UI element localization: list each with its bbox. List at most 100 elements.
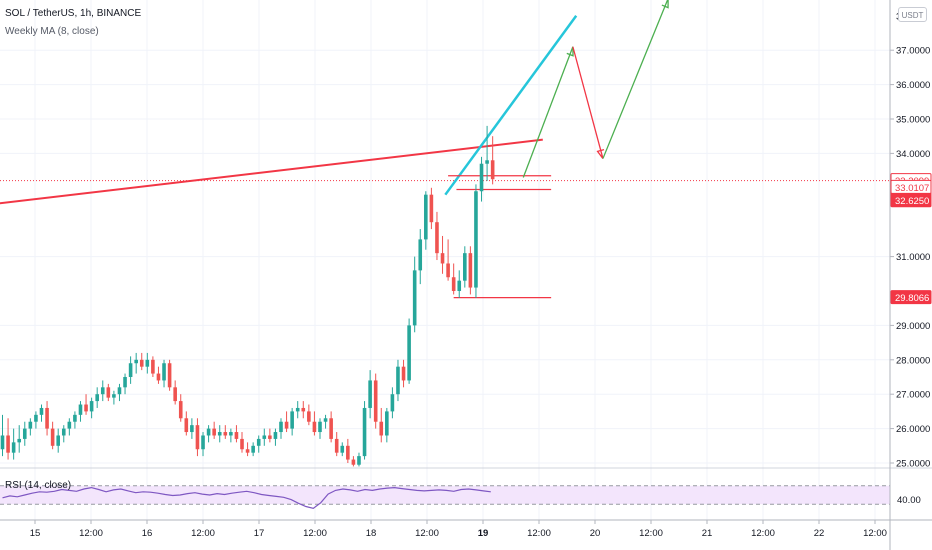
candle <box>151 356 155 377</box>
candle <box>17 425 22 453</box>
candle-body <box>424 194 428 240</box>
candle <box>240 432 244 453</box>
candle-body <box>245 449 250 453</box>
time-tick-label: 22 <box>814 528 825 539</box>
currency-button[interactable]: USDT <box>898 7 927 22</box>
drawing-annotations <box>0 15 578 299</box>
time-tick-label: 12:00 <box>639 528 663 539</box>
price-label-box <box>890 193 932 208</box>
candle-body <box>212 428 216 436</box>
candle <box>117 383 122 402</box>
candle <box>50 421 55 450</box>
candle <box>373 373 378 429</box>
price-tick-label: 31.0000 <box>896 252 930 263</box>
price-label-4: 29.8066 <box>890 290 932 305</box>
candle-body <box>396 366 400 395</box>
candle <box>128 356 133 384</box>
candle <box>474 184 478 298</box>
candle-body <box>301 407 306 412</box>
time-tick-label: 18 <box>366 528 377 539</box>
candle-body <box>61 428 66 436</box>
candle-body <box>156 373 161 381</box>
candle-body <box>139 359 144 367</box>
candle-body <box>206 428 211 436</box>
candle <box>446 239 450 281</box>
time-tick-label: 12:00 <box>79 528 103 539</box>
trendline-red-0 <box>0 138 543 205</box>
candle-body <box>468 253 473 288</box>
candle <box>279 418 283 439</box>
candle-body <box>201 435 205 450</box>
time-tick-label: 12:00 <box>303 528 327 539</box>
candle-body <box>295 407 300 412</box>
indicator-label[interactable]: Weekly MA (8, close) <box>5 26 99 37</box>
price-tick-label: 37.0000 <box>896 46 930 57</box>
candle <box>39 404 44 422</box>
rsi-tick-label: 40.00 <box>897 495 921 506</box>
arrow-head-6 <box>596 148 605 159</box>
candle <box>490 136 495 185</box>
candle <box>178 394 183 422</box>
candle <box>34 411 38 429</box>
candle-body <box>178 401 183 419</box>
candle-body <box>67 421 72 429</box>
candle <box>251 442 255 457</box>
rsi-band <box>0 485 890 505</box>
candle-body <box>340 445 345 453</box>
candle-body <box>251 445 255 453</box>
candle <box>6 418 10 460</box>
time-tick-label: 12:00 <box>863 528 887 539</box>
candle-body <box>334 438 339 453</box>
candle <box>268 428 272 443</box>
rsi-pane <box>0 467 932 509</box>
time-tick-label: 20 <box>590 528 601 539</box>
symbol-title[interactable]: SOL / TetherUS, 1h, BINANCE <box>5 8 142 19</box>
candle <box>78 401 83 422</box>
candle <box>401 359 406 388</box>
candle <box>156 366 161 384</box>
candle <box>67 418 72 436</box>
candle-body <box>28 421 33 429</box>
price-tick-label: 28.0000 <box>896 355 930 366</box>
candle <box>318 418 322 439</box>
candle-body <box>162 363 166 381</box>
candle-body <box>117 387 122 395</box>
rsi-indicator-label[interactable]: RSI (14, close) <box>5 480 72 491</box>
candle-body <box>418 239 423 271</box>
candle-body <box>463 253 467 281</box>
candle-body <box>474 191 478 288</box>
price-tick-label: 27.0000 <box>896 390 930 401</box>
candle-body <box>485 160 489 164</box>
candle-body <box>89 401 94 412</box>
candle-body <box>112 394 116 398</box>
candle <box>485 125 489 181</box>
candle <box>429 187 434 230</box>
projection-arrow-7 <box>602 0 669 159</box>
candle-body <box>6 435 10 453</box>
candle-body <box>412 270 417 326</box>
candle <box>407 318 411 384</box>
candle-body <box>368 380 372 408</box>
candle-body <box>312 421 317 433</box>
candle-body <box>273 432 278 439</box>
candle-body <box>446 263 450 278</box>
candle-body <box>50 428 55 446</box>
price-tick-label: 29.0000 <box>896 321 930 332</box>
candle <box>217 425 222 443</box>
candle <box>201 432 205 457</box>
candle <box>301 401 306 419</box>
time-tick-label: 19 <box>478 528 489 539</box>
candle <box>262 428 267 446</box>
time-tick-label: 12:00 <box>751 528 775 539</box>
candle <box>435 211 439 261</box>
candle-body <box>256 438 261 446</box>
candle-body <box>284 421 289 429</box>
price-tick-label: 26.0000 <box>896 424 930 435</box>
candle-body <box>223 432 228 436</box>
candle-body <box>95 394 99 402</box>
candle <box>284 411 289 433</box>
candle <box>323 414 328 429</box>
candle-body <box>290 411 294 429</box>
